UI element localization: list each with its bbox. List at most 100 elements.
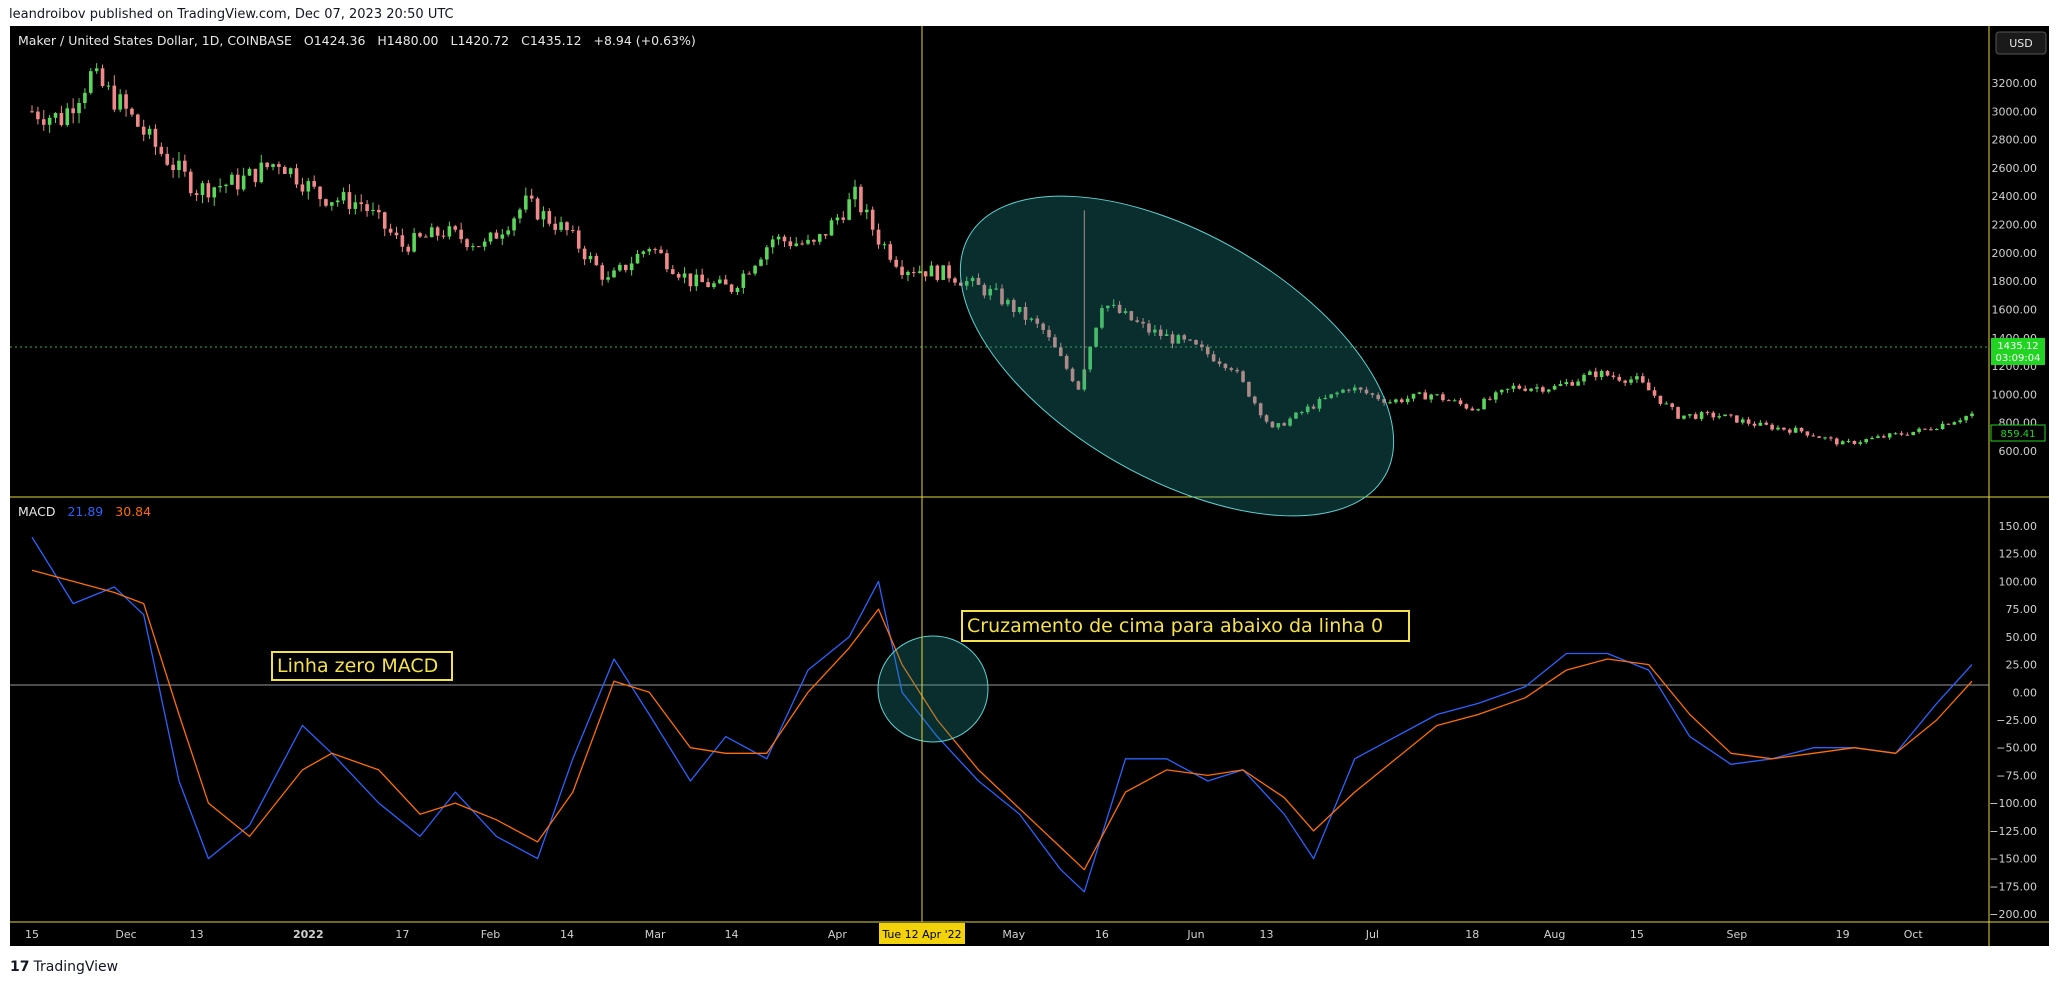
candle-body — [341, 192, 346, 201]
price-axis-tick: 1600.00 — [1992, 303, 2038, 316]
time-axis-tick: 19 — [1836, 928, 1850, 941]
candle-body — [1776, 427, 1780, 430]
time-axis-tick: Apr — [828, 928, 848, 941]
time-axis-tick: 2022 — [293, 928, 324, 941]
candle-body — [1264, 415, 1269, 422]
candle-body — [259, 162, 264, 183]
candle-body — [1482, 398, 1486, 410]
candle-body — [1029, 318, 1034, 320]
candle-body — [318, 186, 322, 200]
chart-svg[interactable]: 3200.00 3000.00 2800.00 2600.00 2400.00 2200.… — [10, 26, 2049, 946]
candle-body — [1352, 387, 1357, 391]
candle-body — [1611, 375, 1616, 377]
candle-body — [429, 227, 434, 238]
candle-body — [1229, 368, 1234, 370]
candle-body — [988, 288, 993, 296]
candle-body — [1188, 339, 1192, 341]
macd-legend-value: 21.89 — [67, 504, 103, 519]
time-axis-tick: 15 — [1630, 928, 1644, 941]
legend-open: O1424.36 — [304, 33, 366, 48]
candle-body — [312, 181, 316, 187]
candle-body — [136, 114, 140, 127]
macd-legend-signal: 30.84 — [115, 504, 151, 519]
candle-body — [1623, 380, 1627, 383]
candle-body — [1670, 403, 1674, 408]
candle-body — [571, 230, 575, 232]
chart-area[interactable]: 3200.00 3000.00 2800.00 2600.00 2400.00 2200.… — [10, 26, 2049, 946]
candle-body — [1864, 439, 1868, 443]
crosshair-date-label: Tue 12 Apr '22 — [881, 928, 961, 941]
candle-body — [1958, 420, 1963, 423]
candle-body — [876, 229, 881, 245]
candle-body — [859, 186, 863, 213]
time-axis-tick: Aug — [1544, 928, 1565, 941]
price-axis-tick: 3000.00 — [1992, 105, 2038, 118]
candle-body — [306, 181, 311, 192]
candle-body — [635, 253, 640, 264]
candle-body — [735, 287, 740, 293]
candle-body — [1106, 305, 1110, 309]
legend-low: L1420.72 — [450, 33, 509, 48]
candle-body — [1411, 393, 1416, 399]
zero-line-note-box[interactable] — [271, 651, 453, 681]
candle-body — [235, 174, 240, 190]
candle-body — [1658, 395, 1663, 404]
candle-body — [418, 233, 422, 237]
time-axis-tick: 14 — [560, 928, 574, 941]
zero-line-note: Linha zero MACD — [277, 655, 438, 677]
candle-body — [1129, 311, 1134, 321]
price-axis-tick: 600.00 — [1999, 445, 2038, 458]
macd-axis-tick: −200.00 — [1989, 908, 2037, 921]
currency-button[interactable] — [1995, 31, 2047, 55]
candle-body — [1100, 308, 1104, 328]
candle-body — [964, 281, 969, 286]
price-axis[interactable]: 3200.00 3000.00 2800.00 2600.00 2400.00 2200.… — [1992, 77, 2038, 458]
candle-body — [765, 247, 769, 260]
time-axis[interactable]: 15 Dec 13 2022 17 Feb 14 Mar 14 Apr May 16 Jun 13 Jul 1… — [25, 928, 1923, 941]
time-axis-tick: 14 — [725, 928, 739, 941]
candle-body — [623, 264, 628, 271]
candle-body — [594, 255, 599, 266]
price-axis-tick: 2600.00 — [1992, 162, 2038, 175]
candle-body — [324, 199, 328, 206]
candle-body — [1053, 337, 1057, 348]
candle-body — [582, 248, 587, 260]
publisher-text: leandroibov published on TradingView.com… — [9, 7, 454, 22]
candle-body — [1899, 433, 1904, 435]
candle-body — [941, 265, 946, 280]
candle-body — [94, 68, 99, 72]
candle-body — [1640, 376, 1645, 383]
candle-body — [1952, 422, 1957, 425]
macd-axis[interactable]: 150.00 125.00 100.00 75.00 50.00 25.00 0.00 −25… — [1989, 520, 2037, 921]
candle-body — [1452, 400, 1457, 402]
candle-body — [335, 200, 340, 203]
candle-body — [1735, 415, 1739, 423]
candle-body — [929, 265, 934, 277]
candle-body — [1617, 376, 1622, 381]
candle-body — [1693, 414, 1698, 419]
candle-body — [153, 128, 158, 147]
legend-close: C1435.12 — [521, 33, 581, 48]
candle-body — [1358, 387, 1363, 390]
candle-body — [1676, 407, 1680, 419]
candle-body — [847, 199, 851, 220]
candle-body — [782, 236, 787, 242]
candle-body — [1017, 306, 1022, 312]
footer: 17 TradingView — [0, 950, 2059, 984]
tradingview-logo[interactable]: 17 TradingView — [10, 959, 118, 975]
macd-axis-tick: −100.00 — [1989, 797, 2037, 810]
candle-body — [1629, 379, 1633, 383]
candle-body — [759, 259, 763, 266]
candle-body — [1241, 371, 1245, 382]
candle-body — [1499, 389, 1504, 393]
candle-body — [206, 183, 211, 198]
highlight-ellipse-price[interactable] — [908, 130, 1446, 581]
candle-body — [1252, 396, 1257, 404]
currency-button-label[interactable]: USD — [2009, 37, 2033, 50]
candle-body — [1388, 402, 1392, 404]
candle-body — [1394, 399, 1398, 403]
legend-change: +8.94 (+0.63%) — [594, 33, 696, 48]
cross-note-box[interactable] — [961, 610, 1410, 642]
highlight-ellipse-macd[interactable] — [877, 635, 989, 743]
candle-body — [1141, 321, 1145, 324]
